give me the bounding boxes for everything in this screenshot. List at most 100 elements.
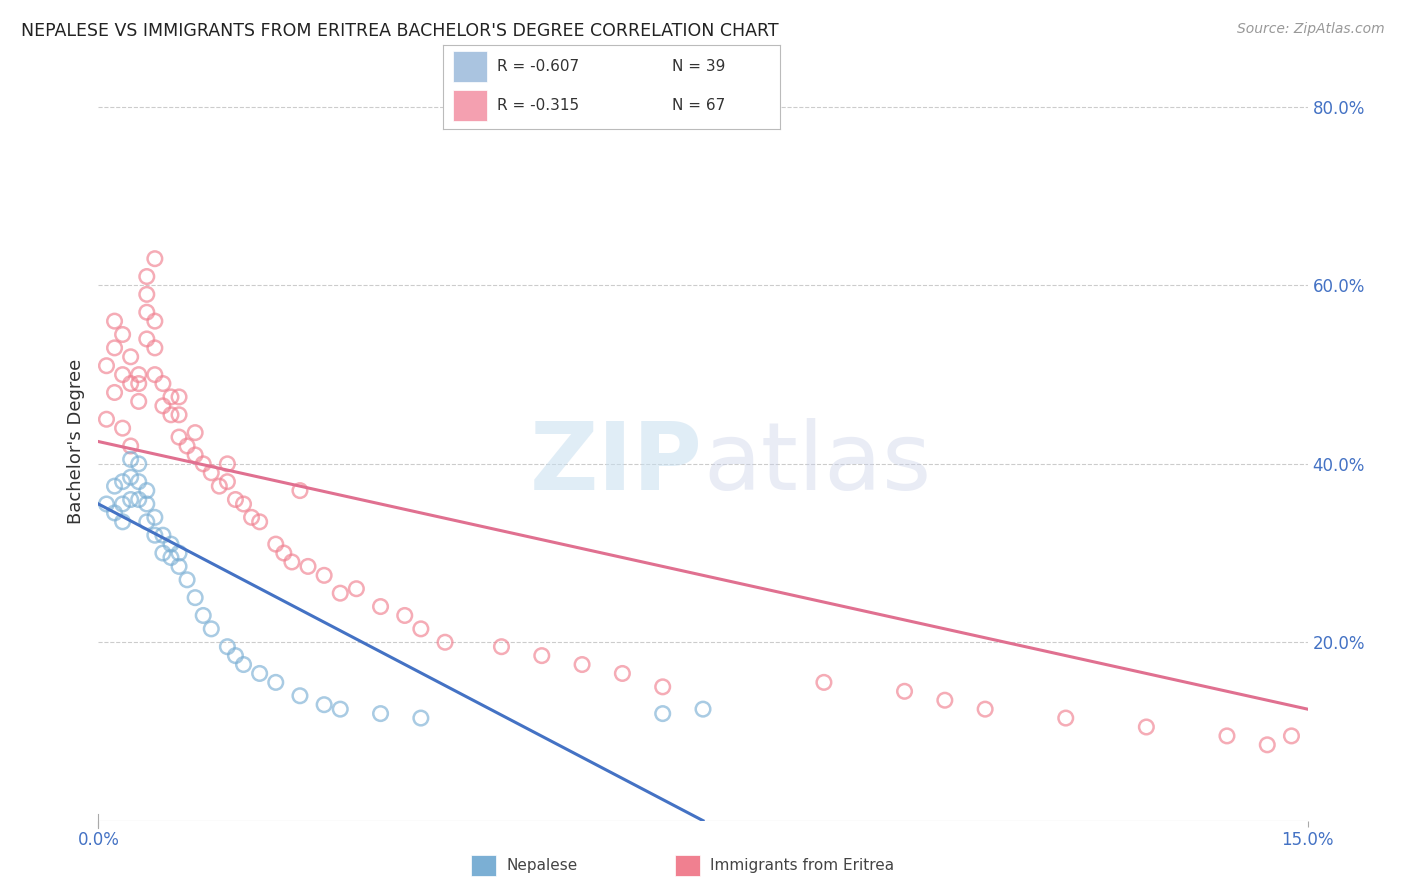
Point	[111, 497, 134, 511]
Point	[143, 510, 166, 524]
Point	[612, 666, 634, 681]
Point	[934, 693, 956, 707]
Point	[184, 425, 207, 440]
Point	[152, 376, 174, 391]
Point	[232, 497, 254, 511]
Point	[240, 510, 263, 524]
Point	[160, 537, 183, 551]
Bar	[453, 90, 486, 120]
Text: Source: ZipAtlas.com: Source: ZipAtlas.com	[1237, 22, 1385, 37]
Text: atlas: atlas	[703, 418, 931, 510]
Point	[208, 479, 231, 493]
Point	[143, 314, 166, 328]
Point	[224, 492, 246, 507]
Point	[974, 702, 997, 716]
Point	[1256, 738, 1278, 752]
Point	[200, 466, 222, 480]
Point	[128, 368, 150, 382]
Point	[120, 350, 142, 364]
Point	[370, 599, 392, 614]
Point	[128, 475, 150, 489]
Point	[135, 287, 157, 301]
Point	[176, 439, 198, 453]
Point	[143, 341, 166, 355]
Point	[184, 448, 207, 462]
Point	[394, 608, 416, 623]
Text: NEPALESE VS IMMIGRANTS FROM ERITREA BACHELOR'S DEGREE CORRELATION CHART: NEPALESE VS IMMIGRANTS FROM ERITREA BACH…	[21, 22, 779, 40]
Point	[273, 546, 295, 560]
Text: R = -0.607: R = -0.607	[496, 59, 579, 74]
Point	[184, 591, 207, 605]
Point	[264, 675, 287, 690]
Point	[224, 648, 246, 663]
Point	[167, 390, 190, 404]
Point	[143, 528, 166, 542]
Point	[128, 376, 150, 391]
Point	[143, 252, 166, 266]
Point	[135, 269, 157, 284]
Point	[143, 368, 166, 382]
Point	[111, 475, 134, 489]
Point	[409, 622, 432, 636]
Point	[1216, 729, 1239, 743]
Point	[314, 568, 336, 582]
Point	[1281, 729, 1303, 743]
Text: R = -0.315: R = -0.315	[496, 98, 579, 113]
Point	[571, 657, 593, 672]
Point	[167, 559, 190, 574]
Point	[111, 515, 134, 529]
Point	[217, 475, 239, 489]
Point	[281, 555, 304, 569]
Point	[120, 452, 142, 467]
Point	[329, 586, 352, 600]
Point	[103, 385, 125, 400]
Point	[160, 408, 183, 422]
Point	[160, 550, 183, 565]
Point	[370, 706, 392, 721]
Point	[120, 439, 142, 453]
Point	[249, 666, 271, 681]
Point	[344, 582, 367, 596]
Point	[217, 457, 239, 471]
Point	[1054, 711, 1077, 725]
Text: N = 67: N = 67	[672, 98, 725, 113]
Text: Nepalese: Nepalese	[506, 858, 578, 872]
Point	[217, 640, 239, 654]
Text: ZIP: ZIP	[530, 418, 703, 510]
Point	[111, 327, 134, 342]
Point	[128, 457, 150, 471]
Point	[491, 640, 513, 654]
Point	[288, 689, 311, 703]
Point	[249, 515, 271, 529]
Point	[200, 622, 222, 636]
Point	[135, 305, 157, 319]
Point	[692, 702, 714, 716]
Point	[434, 635, 457, 649]
Point	[651, 680, 673, 694]
Point	[120, 492, 142, 507]
Point	[96, 359, 118, 373]
Point	[329, 702, 352, 716]
Point	[1135, 720, 1157, 734]
Point	[288, 483, 311, 498]
Point	[120, 376, 142, 391]
Point	[135, 497, 157, 511]
Point	[314, 698, 336, 712]
Point	[135, 515, 157, 529]
Bar	[453, 52, 486, 82]
Point	[103, 479, 125, 493]
Point	[128, 394, 150, 409]
Point	[103, 506, 125, 520]
Point	[176, 573, 198, 587]
Point	[530, 648, 553, 663]
Text: Immigrants from Eritrea: Immigrants from Eritrea	[710, 858, 894, 872]
Point	[152, 546, 174, 560]
Point	[193, 457, 215, 471]
Point	[193, 608, 215, 623]
Point	[813, 675, 835, 690]
Point	[232, 657, 254, 672]
Point	[152, 528, 174, 542]
Point	[409, 711, 432, 725]
Point	[651, 706, 673, 721]
Point	[135, 483, 157, 498]
